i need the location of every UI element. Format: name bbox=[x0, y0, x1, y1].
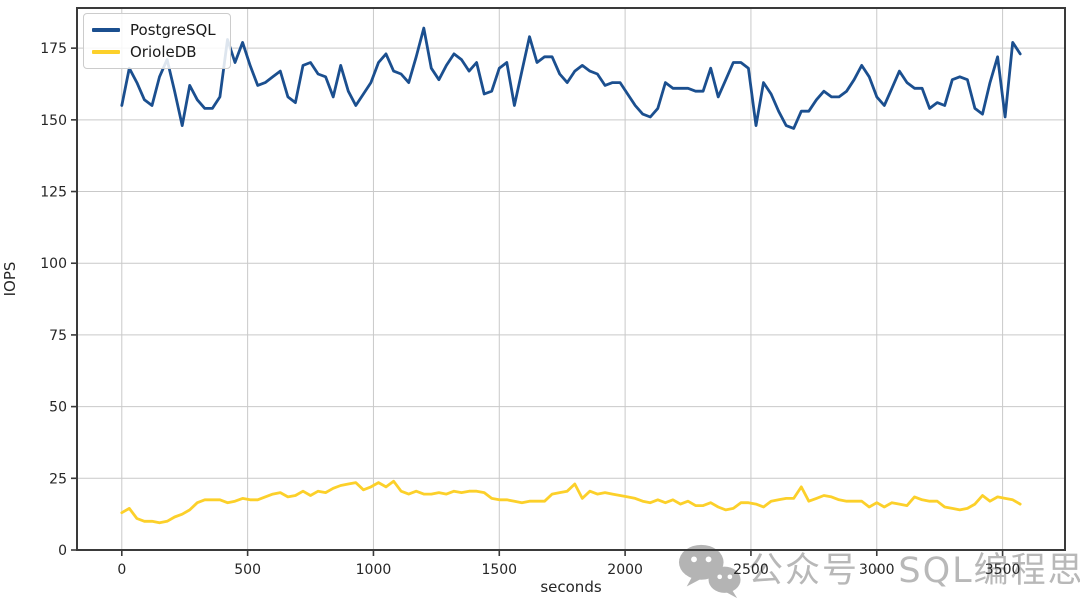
y-tick-label: 150 bbox=[40, 113, 67, 129]
legend-entry-orioledb: OrioleDB bbox=[92, 41, 216, 63]
watermark-text: 公众号 · SQL编程思想 bbox=[748, 551, 1080, 591]
x-tick-label: 500 bbox=[234, 562, 261, 578]
x-tick-label: 1000 bbox=[356, 562, 392, 578]
x-tick-label: 3000 bbox=[859, 562, 895, 578]
y-tick-label: 175 bbox=[40, 41, 67, 57]
x-tick-label: 2000 bbox=[607, 562, 643, 578]
x-tick-label: 1500 bbox=[481, 562, 517, 578]
y-tick-label: 125 bbox=[40, 185, 67, 201]
x-tick-label: 3500 bbox=[985, 562, 1021, 578]
y-tick-label: 50 bbox=[49, 400, 67, 416]
x-tick-label: 0 bbox=[117, 562, 126, 578]
legend-label-orioledb: OrioleDB bbox=[130, 43, 197, 61]
y-tick-label: 75 bbox=[49, 328, 67, 344]
y-tick-label: 25 bbox=[49, 471, 67, 487]
legend-swatch-postgresql bbox=[92, 28, 120, 32]
watermark: 公众号 · SQL编程思想 bbox=[678, 543, 1080, 599]
legend: PostgreSQL OrioleDB bbox=[83, 13, 231, 69]
wechat-icon bbox=[678, 544, 741, 599]
axis-ticks bbox=[71, 47, 1004, 556]
series-lines bbox=[120, 26, 1022, 525]
y-tick-label: 0 bbox=[58, 543, 67, 559]
axes-frame bbox=[76, 7, 1066, 551]
x-axis-label: seconds bbox=[540, 578, 602, 596]
y-tick-label: 100 bbox=[40, 256, 67, 272]
y-axis-label: IOPS bbox=[1, 261, 19, 297]
tick-labels: 0 500 1000 1500 2000 2500 3000 3500 0 25 50 75 100 12… bbox=[40, 41, 1020, 578]
x-tick-label: 2500 bbox=[733, 562, 769, 578]
series-line-orioledb bbox=[120, 479, 1022, 525]
legend-swatch-orioledb bbox=[92, 50, 120, 54]
legend-label-postgresql: PostgreSQL bbox=[130, 21, 216, 39]
series-line-postgresql bbox=[120, 26, 1022, 130]
legend-entry-postgresql: PostgreSQL bbox=[92, 19, 216, 41]
